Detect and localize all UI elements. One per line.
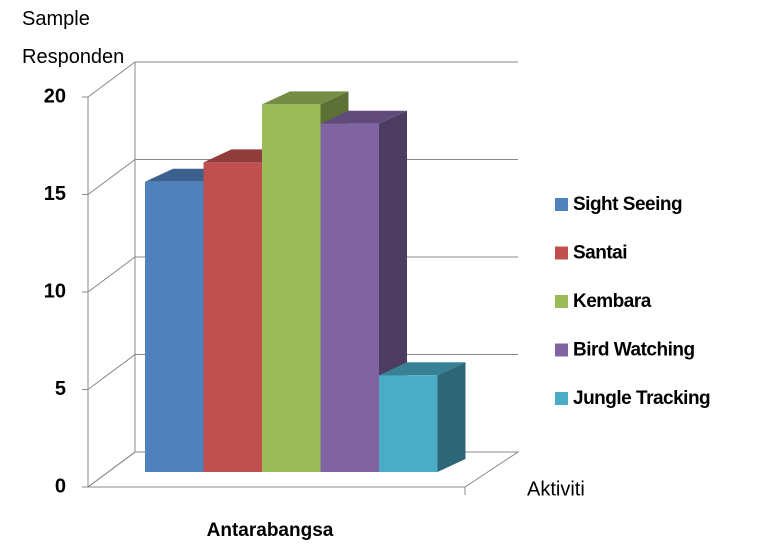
bar-side bbox=[437, 362, 466, 472]
bar bbox=[379, 375, 438, 472]
legend-label: Kembara bbox=[573, 291, 652, 312]
legend-swatch bbox=[555, 343, 568, 357]
legend-label: Santai bbox=[573, 243, 627, 264]
bar-top bbox=[379, 362, 466, 376]
legend-swatch bbox=[555, 246, 568, 260]
bar bbox=[262, 104, 321, 472]
x-axis-label: Aktiviti bbox=[527, 478, 585, 500]
grid-line bbox=[87, 61, 518, 98]
y-tick-label: 0 bbox=[55, 475, 66, 497]
bar bbox=[320, 123, 379, 472]
legend-label: Bird Watching bbox=[573, 340, 695, 361]
bar bbox=[203, 162, 262, 472]
legend-swatch bbox=[555, 295, 568, 308]
x-tick-label: Antarabangsa bbox=[207, 520, 334, 541]
y-tick-label: 20 bbox=[44, 85, 66, 107]
legend-swatch bbox=[555, 198, 568, 211]
legend-label: Jungle Tracking bbox=[573, 388, 710, 409]
legend-label: Sight Seeing bbox=[573, 194, 682, 215]
y-tick-label: 10 bbox=[44, 280, 66, 302]
y-tick-label: 15 bbox=[44, 183, 66, 205]
bar-top bbox=[320, 110, 407, 124]
legend-swatch bbox=[555, 392, 568, 405]
y-tick-label: 5 bbox=[55, 378, 66, 400]
y-axis-label-line1: Sample Responden bbox=[22, 8, 124, 68]
bar-top bbox=[262, 91, 349, 105]
bar bbox=[145, 181, 204, 472]
